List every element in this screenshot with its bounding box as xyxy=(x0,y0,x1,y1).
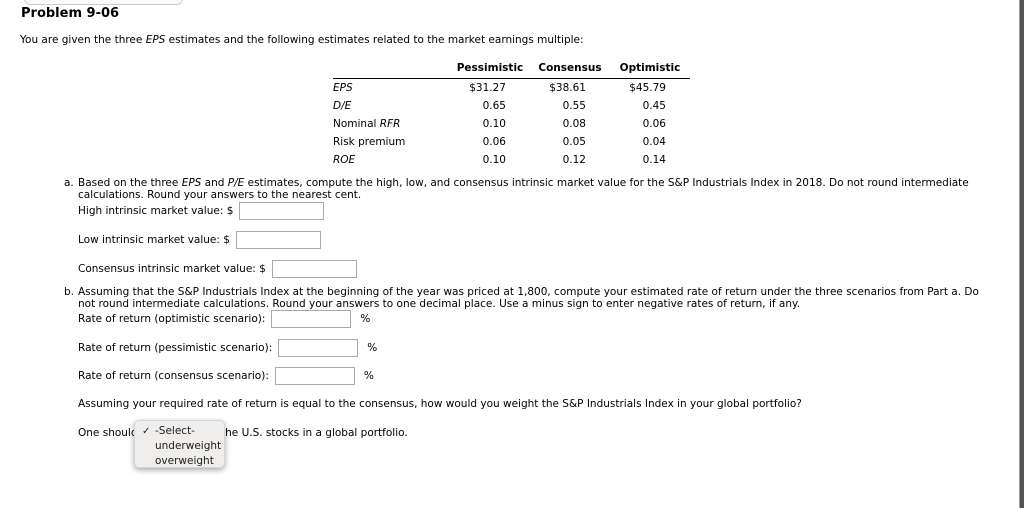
high-intrinsic-row: High intrinsic market value: $ xyxy=(78,202,325,220)
col-header-consensus: Consensus xyxy=(530,60,610,79)
cell-value: 0.55 xyxy=(562,100,586,112)
percent-sign: % xyxy=(367,342,378,354)
right-edge-bar xyxy=(1019,0,1024,508)
row-label: D/E xyxy=(333,100,352,112)
row-label: ROE xyxy=(333,154,356,166)
cell-value: 0.08 xyxy=(562,118,586,130)
rate-consensus-row: Rate of return (consensus scenario): % xyxy=(78,367,374,385)
part-a-instructions-line2: calculations. Round your answers to the … xyxy=(78,189,362,201)
rate-consensus-input[interactable] xyxy=(274,367,355,385)
rate-pessimistic-input[interactable] xyxy=(278,339,359,357)
high-intrinsic-input[interactable] xyxy=(239,202,325,220)
table-row: ROE 0.10 0.12 0.14 xyxy=(333,151,690,169)
weighting-question-text: Assuming your required rate of return is… xyxy=(78,398,802,410)
consensus-intrinsic-label: Consensus intrinsic market value: $ xyxy=(78,263,266,275)
rate-optimistic-input[interactable] xyxy=(271,310,352,328)
col-header-empty xyxy=(333,60,450,79)
rate-pessimistic-row: Rate of return (pessimistic scenario): % xyxy=(78,339,377,357)
rate-optimistic-row: Rate of return (optimistic scenario): % xyxy=(78,310,370,328)
col-header-pessimistic: Pessimistic xyxy=(450,60,530,79)
low-intrinsic-row: Low intrinsic market value: $ xyxy=(78,231,321,249)
cell-value: 0.06 xyxy=(642,118,666,130)
table-row: Risk premium 0.06 0.05 0.04 xyxy=(333,133,690,151)
cell-value: $31.27 xyxy=(469,82,506,94)
cell-value: 0.05 xyxy=(562,136,586,148)
part-a-marker: a. xyxy=(64,177,74,189)
estimates-table: Pessimistic Consensus Optimistic EPS $31… xyxy=(333,60,690,169)
final-sentence-post: the U.S. stocks in a global portfolio. xyxy=(221,427,408,439)
part-b-marker: b. xyxy=(64,286,75,298)
cell-value: 0.06 xyxy=(482,136,506,148)
rate-optimistic-label: Rate of return (optimistic scenario): xyxy=(78,313,266,325)
percent-sign: % xyxy=(363,370,374,382)
consensus-intrinsic-row: Consensus intrinsic market value: $ xyxy=(78,260,357,278)
part-b-instructions-line2: not round intermediate calculations. Rou… xyxy=(78,298,801,310)
weight-select-menu[interactable]: ✓ -Select- underweight overweight xyxy=(134,420,225,468)
cell-value: 0.14 xyxy=(642,154,666,166)
row-label: Risk premium xyxy=(333,136,406,148)
row-label: Nominal RFR xyxy=(333,118,401,130)
high-intrinsic-label: High intrinsic market value: $ xyxy=(78,205,234,217)
cell-value: 0.45 xyxy=(642,100,666,112)
table-row: EPS $31.27 $38.61 $45.79 xyxy=(333,79,690,98)
cell-value: 0.04 xyxy=(642,136,666,148)
part-a-instructions-line1: a. Based on the three EPS and P/E estimat… xyxy=(64,177,969,189)
low-intrinsic-input[interactable] xyxy=(235,231,321,249)
cell-value: 0.10 xyxy=(482,154,506,166)
row-label: EPS xyxy=(333,82,353,94)
cell-value: 0.65 xyxy=(482,100,506,112)
dropdown-option-overweight[interactable]: overweight xyxy=(155,455,214,467)
consensus-intrinsic-input[interactable] xyxy=(271,260,357,278)
page-title: Problem 9-06 xyxy=(21,6,120,21)
cell-value: $45.79 xyxy=(629,82,666,94)
cell-value: $38.61 xyxy=(549,82,586,94)
part-b-instructions-line1: b. Assuming that the S&P Industrials Inde… xyxy=(64,286,979,298)
partial-element-top xyxy=(24,0,183,5)
dropdown-option-underweight[interactable]: underweight xyxy=(155,440,222,452)
cell-value: 0.12 xyxy=(562,154,586,166)
final-sentence: One should the U.S. stocks in a global p… xyxy=(78,427,408,439)
final-sentence-pre: One should xyxy=(78,427,138,439)
rate-pessimistic-label: Rate of return (pessimistic scenario): xyxy=(78,342,273,354)
cell-value: 0.10 xyxy=(482,118,506,130)
col-header-optimistic: Optimistic xyxy=(610,60,690,79)
table-row: Nominal RFR 0.10 0.08 0.06 xyxy=(333,115,690,133)
dropdown-option-select[interactable]: ✓ -Select- xyxy=(142,425,195,437)
table-header-row: Pessimistic Consensus Optimistic xyxy=(333,60,690,79)
rate-consensus-label: Rate of return (consensus scenario): xyxy=(78,370,269,382)
low-intrinsic-label: Low intrinsic market value: $ xyxy=(78,234,230,246)
table-row: D/E 0.65 0.55 0.45 xyxy=(333,97,690,115)
intro-text: You are given the three EPS estimates an… xyxy=(20,34,584,46)
checkmark-icon: ✓ xyxy=(142,426,151,437)
percent-sign: % xyxy=(360,313,371,325)
